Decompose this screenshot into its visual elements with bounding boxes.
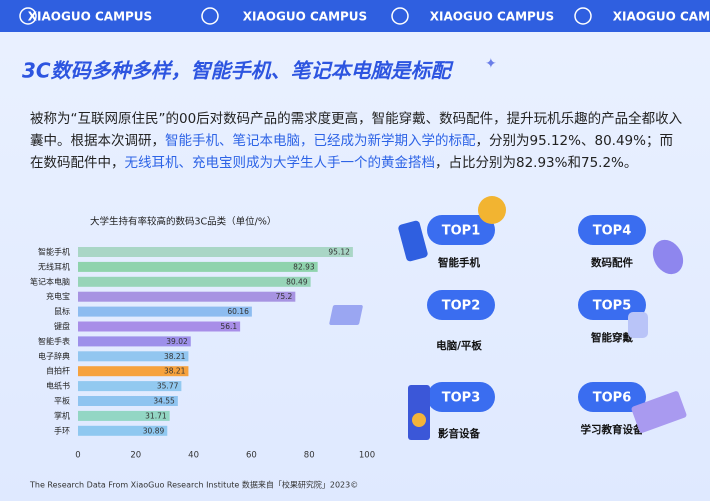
x-tick-label: 100 [359, 450, 375, 460]
x-tick-label: 0 [75, 450, 80, 460]
x-tick-label: 40 [188, 450, 199, 460]
top-label: 电脑/平板 [436, 339, 482, 352]
top-label: 影音设备 [438, 427, 480, 440]
banner-text: XIAOGUO CAMPUS [243, 10, 367, 24]
banner-text: XIAOGUO CAMPUS [430, 10, 554, 24]
paragraph-segment: ，占比分别为82.93%和75.2%。 [435, 155, 638, 171]
bar [78, 306, 252, 317]
banner-icon [19, 7, 37, 25]
icon-tablet [631, 391, 687, 433]
icon-mouse [652, 239, 684, 275]
top-label: 智能手机 [437, 256, 480, 269]
bar [78, 276, 311, 287]
banner-icon [201, 7, 219, 25]
bar [78, 381, 182, 392]
top-rank: TOP1 [442, 224, 481, 239]
top-badge [427, 382, 495, 412]
value-label: 38.21 [164, 367, 186, 376]
icon-trophy [478, 196, 506, 224]
y-tick-label: 键盘 [54, 321, 70, 331]
value-label: 80.49 [286, 277, 308, 286]
y-tick-label: 鼠标 [54, 306, 70, 316]
chart-title: 大学生持有率较高的数码3C品类（单位/%） [90, 216, 276, 228]
x-tick-label: 20 [130, 450, 141, 460]
top-badge [578, 215, 646, 245]
y-tick-label: 无线耳机 [38, 261, 70, 271]
footer: The Research Data From XiaoGuo Research … [29, 480, 358, 490]
y-tick-label: 充电宝 [46, 291, 70, 301]
paragraph: 被称为“互联网原住民”的00后对数码产品的需求度更高，智能穿戴、数码配件，提升玩… [30, 108, 685, 174]
y-tick-label: 自拍杆 [46, 366, 70, 376]
top-label: 数码配件 [590, 256, 633, 269]
top-badge [578, 382, 646, 412]
value-label: 34.55 [153, 397, 175, 406]
value-label: 82.93 [293, 262, 315, 271]
top-badge [427, 290, 495, 320]
bar [78, 425, 168, 436]
icon-speaker-cone [412, 413, 426, 427]
y-tick-label: 手环 [54, 425, 70, 435]
banner-text: XIAOGUO CAMPUS [28, 10, 152, 24]
bar [78, 366, 189, 377]
icon-watch [628, 312, 648, 338]
x-tick-label: 80 [304, 450, 315, 460]
value-label: 60.16 [227, 307, 249, 316]
bar [78, 396, 178, 406]
y-tick-label: 电纸书 [46, 381, 70, 391]
top-rank: TOP3 [442, 391, 481, 406]
bar [78, 261, 318, 272]
value-label: 30.89 [143, 426, 165, 435]
top-label: 学习教育设备 [581, 423, 644, 436]
sparkle: ✦ [485, 56, 497, 72]
banner-text: XIAOGUO CAMPUS [613, 10, 710, 24]
paragraph-segment: 智能手机、笔记本电脑，已经成为新学期入学的标配 [165, 133, 476, 149]
value-label: 56.1 [220, 322, 237, 331]
paragraph-segment: ，分别为95.12%、80.49%；而在数码配件中， [30, 133, 673, 171]
value-label: 95.12 [328, 248, 350, 257]
top-rank: TOP6 [593, 391, 632, 406]
banner-icon [574, 7, 592, 25]
y-tick-label: 平板 [54, 396, 70, 406]
banner-icon [391, 7, 409, 25]
value-label: 39.02 [166, 337, 188, 346]
icon-phone [398, 220, 428, 262]
y-tick-label: 电子辞典 [38, 351, 70, 361]
icon-laptop [329, 305, 363, 325]
top-label: 智能穿戴 [590, 331, 633, 344]
page-title: 3C数码多种多样，智能手机、笔记本电脑是标配 [22, 59, 455, 83]
bar [78, 351, 189, 362]
icon-speaker [408, 385, 430, 440]
y-tick-label: 笔记本电脑 [30, 276, 70, 286]
y-tick-label: 掌机 [54, 410, 70, 420]
value-label: 31.71 [145, 411, 167, 420]
top-rank: TOP2 [442, 299, 481, 314]
value-label: 38.21 [164, 352, 186, 361]
top-rank: TOP4 [593, 224, 632, 239]
bar [78, 336, 191, 347]
x-tick-label: 60 [246, 450, 257, 460]
top-badge [578, 290, 646, 320]
value-label: 75.2 [276, 292, 293, 301]
paragraph-segment: 被称为“互联网原住民”的00后对数码产品的需求度更高，智能穿戴、数码配件，提升玩… [30, 111, 683, 149]
y-tick-label: 智能手机 [38, 247, 70, 257]
value-label: 35.77 [157, 382, 179, 391]
paragraph-segment: 无线耳机、充电宝则成为大学生人手一个的黄金搭档 [124, 155, 436, 171]
bar [78, 321, 241, 332]
top-rank: TOP5 [593, 299, 632, 314]
bar [78, 247, 353, 257]
bar [78, 410, 170, 421]
top-badge [427, 215, 495, 245]
bar [78, 291, 296, 302]
y-tick-label: 智能手表 [38, 336, 70, 346]
